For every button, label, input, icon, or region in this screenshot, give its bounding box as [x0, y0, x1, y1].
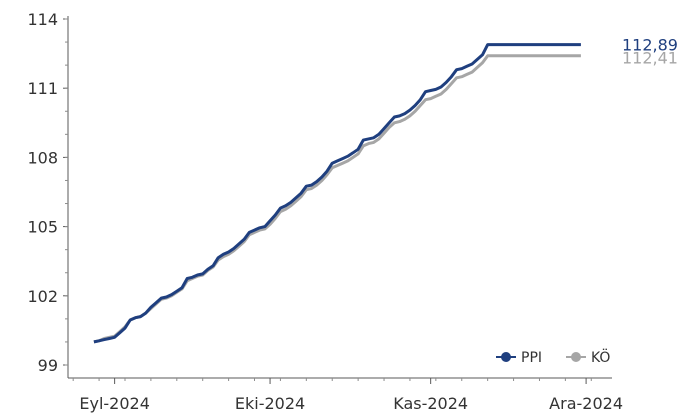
end-label-kö: 112,41 — [622, 49, 678, 68]
series-line-ppi — [93, 43, 581, 344]
y-tick-label: 99 — [38, 356, 58, 375]
legend-label: PPI — [521, 350, 542, 366]
x-tick-label: Eki-2024 — [235, 394, 305, 413]
legend: PPI KÖ — [496, 348, 610, 366]
axes — [67, 16, 612, 379]
y-tick-label: 111 — [27, 79, 58, 98]
series-layer — [93, 43, 581, 344]
y-tick-label: 105 — [27, 218, 58, 237]
x-tick-label: Eyl-2024 — [79, 394, 150, 413]
x-axis-ticks: Eyl-2024 Eki-2024 Kas-2024 Ara-2024 — [72, 378, 623, 413]
x-tick-label: Ara-2024 — [549, 394, 623, 413]
legend-label: KÖ — [591, 348, 610, 366]
legend-swatch-marker — [571, 352, 581, 362]
y-tick-label: 102 — [27, 287, 58, 306]
y-axis-ticks: 99 102 105 108 111 114 — [27, 10, 68, 375]
y-tick-label: 114 — [27, 10, 58, 29]
legend-swatch-marker — [501, 352, 511, 362]
series-line-kö — [93, 54, 581, 344]
end-label-ppi: 112,89 — [622, 36, 678, 55]
x-tick-label: Kas-2024 — [393, 394, 468, 413]
y-tick-label: 108 — [27, 148, 58, 167]
